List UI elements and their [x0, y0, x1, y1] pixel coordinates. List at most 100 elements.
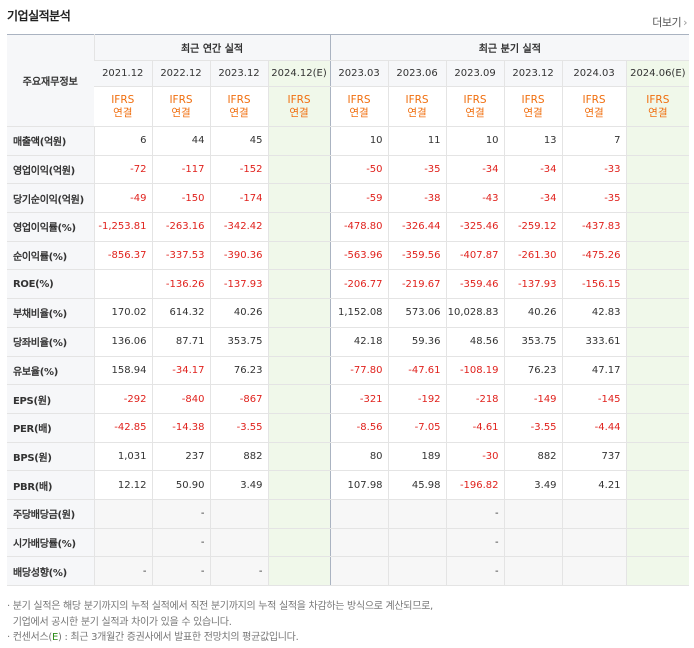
- table-cell: -475.26: [561, 241, 627, 271]
- table-cell: [387, 556, 447, 586]
- table-cell: [625, 528, 690, 558]
- table-cell: -390.36: [209, 241, 268, 271]
- table-row: 당좌비율(%) 136.06 87.71 353.75 42.18 59.36 48.56 3…: [7, 327, 690, 357]
- row-label: 배당성향(%): [7, 556, 94, 586]
- table-row: 매출액(억원) 6 44 45 10 11 10 13 7: [7, 126, 690, 156]
- table-cell: -219.67: [387, 269, 447, 300]
- table-cell: [329, 556, 389, 586]
- table-cell: -35: [387, 155, 447, 185]
- table-cell: [267, 126, 331, 156]
- table-cell: [625, 183, 690, 214]
- table-cell: 573.06: [387, 298, 447, 328]
- table-cell: -: [151, 528, 210, 558]
- table-cell: -30: [445, 442, 505, 472]
- table-cell: 40.26: [209, 298, 268, 328]
- table-cell: -196.82: [445, 470, 505, 500]
- table-cell: -34.17: [151, 356, 210, 386]
- table-cell: 353.75: [209, 327, 268, 357]
- table-cell: [329, 528, 389, 558]
- table-cell: [625, 384, 690, 414]
- table-cell: -47.61: [387, 356, 447, 386]
- ifrs-standard: IFRS 연결: [387, 86, 447, 127]
- period-header: 2024.12(E): [267, 60, 331, 87]
- chevron-right-icon: ›: [683, 16, 687, 29]
- ifrs-standard: IFRS 연결: [94, 86, 152, 127]
- table-cell: 7: [561, 126, 627, 156]
- table-cell: 10: [329, 126, 389, 156]
- row-label: EPS(원): [7, 384, 94, 414]
- table-cell: -359.46: [445, 269, 505, 300]
- table-cell: -49: [93, 183, 152, 214]
- table-cell: [625, 556, 690, 586]
- table-cell: -407.87: [445, 241, 505, 271]
- period-header: 2023.06: [387, 60, 447, 87]
- table-cell: [93, 528, 152, 558]
- table-row: 배당성향(%) - - - -: [7, 556, 690, 586]
- row-label: 영업이익률(%): [7, 212, 94, 242]
- table-cell: [561, 498, 627, 529]
- table-cell: -: [445, 528, 505, 558]
- table-cell: 11: [387, 126, 447, 156]
- table-cell: -174: [209, 183, 268, 214]
- table-cell: [561, 528, 627, 558]
- table-cell: 189: [387, 442, 447, 472]
- period-header: 2023.03: [329, 60, 389, 87]
- table-cell: -42.85: [93, 413, 152, 443]
- table-cell: [267, 384, 331, 414]
- ifrs-standard: IFRS 연결: [151, 86, 210, 127]
- table-cell: -149: [503, 384, 563, 414]
- table-cell: -326.44: [387, 212, 447, 242]
- table-cell: 107.98: [329, 470, 389, 500]
- table-cell: -292: [93, 384, 152, 414]
- section-title: 기업실적분석: [7, 9, 71, 23]
- table-cell: 737: [561, 442, 627, 472]
- row-label: 주당배당금(원): [7, 498, 94, 529]
- table-cell: -563.96: [329, 241, 389, 271]
- table-row: 영업이익(억원) -72 -117 -152 -50 -35 -34 -34 -33: [7, 155, 690, 185]
- table-cell: [503, 528, 563, 558]
- row-label: ROE(%): [7, 269, 94, 300]
- period-header: 2021.12: [94, 60, 152, 87]
- annual-group-header: 최근 연간 실적: [93, 34, 331, 61]
- table-cell: -152: [209, 155, 268, 185]
- table-cell: 80: [329, 442, 389, 472]
- table-cell: -: [151, 498, 210, 529]
- table-cell: -43: [445, 183, 505, 214]
- table-cell: 76.23: [503, 356, 563, 386]
- row-label: 유보율(%): [7, 356, 94, 386]
- table-cell: -4.61: [445, 413, 505, 443]
- table-cell: 170.02: [93, 298, 152, 328]
- table-cell: -437.83: [561, 212, 627, 242]
- table-cell: 10: [445, 126, 505, 156]
- table-cell: 136.06: [93, 327, 152, 357]
- quarter-group-header: 최근 분기 실적: [329, 34, 690, 61]
- table-cell: [267, 528, 331, 558]
- table-cell: -856.37: [93, 241, 152, 271]
- table-cell: [267, 183, 331, 214]
- table-cell: -8.56: [329, 413, 389, 443]
- period-header: 2023.09: [445, 60, 505, 87]
- table-row: 유보율(%) 158.94 -34.17 76.23 -77.80 -47.61 -108.…: [7, 356, 690, 386]
- table-cell: 50.90: [151, 470, 210, 500]
- table-cell: -192: [387, 384, 447, 414]
- more-link[interactable]: 더보기 ›: [652, 14, 687, 30]
- table-cell: -34: [503, 155, 563, 185]
- table-cell: -359.56: [387, 241, 447, 271]
- table-cell: 42.83: [561, 298, 627, 328]
- table-cell: [267, 442, 331, 472]
- table-cell: -108.19: [445, 356, 505, 386]
- table-cell: [267, 470, 331, 500]
- table-cell: [267, 269, 331, 300]
- table-cell: [625, 212, 690, 242]
- table-cell: [387, 528, 447, 558]
- table-cell: -: [151, 556, 210, 586]
- ifrs-standard: IFRS 연결: [503, 86, 563, 127]
- ifrs-standard: IFRS 연결: [561, 86, 627, 127]
- table-cell: [267, 356, 331, 386]
- table-cell: [387, 498, 447, 529]
- table-cell: -342.42: [209, 212, 268, 242]
- table-cell: -: [445, 498, 505, 529]
- table-cell: 1,152.08: [329, 298, 389, 328]
- table-cell: 59.36: [387, 327, 447, 357]
- table-row: 영업이익률(%) -1,253.81 -263.16 -342.42 -478.80 -3…: [7, 212, 690, 242]
